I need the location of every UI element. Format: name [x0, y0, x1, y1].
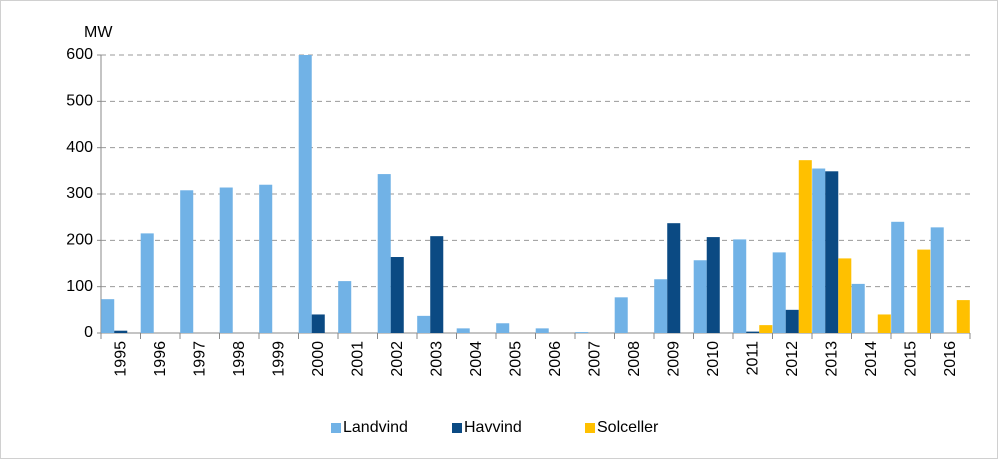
x-tick-label: 1995	[112, 341, 129, 377]
x-tick-label: 2007	[586, 341, 603, 377]
x-tick-label: 2003	[428, 341, 445, 377]
x-tick-label: 2004	[468, 341, 485, 377]
x-tick-label: 2011	[744, 341, 761, 376]
bar	[114, 330, 128, 333]
bar	[917, 249, 931, 333]
bar	[785, 309, 799, 333]
bar	[706, 237, 720, 333]
legend-swatch	[452, 423, 462, 433]
x-tick-label: 2013	[823, 341, 840, 377]
bar	[496, 323, 510, 333]
x-tick-label: 2010	[705, 341, 722, 377]
x-tick-label: 1996	[152, 341, 169, 377]
bar	[390, 257, 404, 333]
bar	[891, 221, 905, 333]
bar	[614, 297, 628, 333]
legend-label: Havvind	[464, 419, 522, 436]
bar	[180, 190, 194, 333]
bar	[417, 315, 431, 333]
bar	[930, 227, 944, 333]
bar	[746, 331, 760, 333]
x-tick-label: 2005	[507, 341, 524, 377]
bar	[693, 260, 707, 333]
legend-swatch	[585, 423, 595, 433]
x-tick-label: 2012	[784, 341, 801, 377]
x-tick-label: 2000	[310, 341, 327, 377]
bar	[311, 314, 325, 333]
bar	[456, 328, 470, 333]
x-tick-label: 2002	[389, 341, 406, 377]
x-tick-label: 2006	[547, 341, 564, 377]
bar	[877, 314, 891, 333]
x-tick-label: 2008	[626, 341, 643, 377]
bar	[838, 258, 852, 333]
legend-swatch	[331, 423, 341, 433]
bar	[535, 328, 549, 333]
bar	[654, 279, 668, 333]
x-tick-label: 2016	[942, 341, 959, 377]
x-tick-label: 2014	[863, 341, 880, 377]
x-tick-label: 2001	[349, 341, 366, 377]
bar	[759, 325, 773, 333]
bar	[101, 299, 115, 333]
bar	[851, 283, 865, 333]
y-axis-label: MW	[84, 24, 113, 41]
bar	[825, 171, 839, 333]
bar	[956, 300, 970, 333]
bar	[430, 236, 444, 333]
y-tick-label: 100	[66, 278, 93, 295]
bar	[772, 252, 786, 333]
bar	[259, 184, 273, 333]
bar	[377, 174, 391, 333]
y-tick-label: 200	[66, 232, 93, 249]
bar	[338, 281, 352, 333]
bar	[575, 332, 589, 333]
bar	[219, 187, 233, 333]
legend-label: Solceller	[597, 419, 659, 436]
x-tick-label: 1997	[191, 341, 208, 377]
y-tick-label: 600	[66, 46, 93, 63]
y-tick-label: 400	[66, 139, 93, 156]
bar	[298, 55, 312, 333]
x-tick-label: 2009	[665, 341, 682, 377]
bar	[667, 223, 681, 333]
y-tick-label: 300	[66, 185, 93, 202]
legend-label: Landvind	[343, 419, 408, 436]
bar	[798, 160, 812, 333]
bar	[733, 239, 747, 333]
bar	[812, 168, 826, 333]
x-tick-label: 1999	[270, 341, 287, 377]
y-tick-label: 500	[66, 93, 93, 110]
x-tick-label: 1998	[231, 341, 248, 377]
x-tick-label: 2015	[902, 341, 919, 377]
y-tick-label: 0	[84, 324, 93, 341]
bar	[140, 233, 154, 333]
